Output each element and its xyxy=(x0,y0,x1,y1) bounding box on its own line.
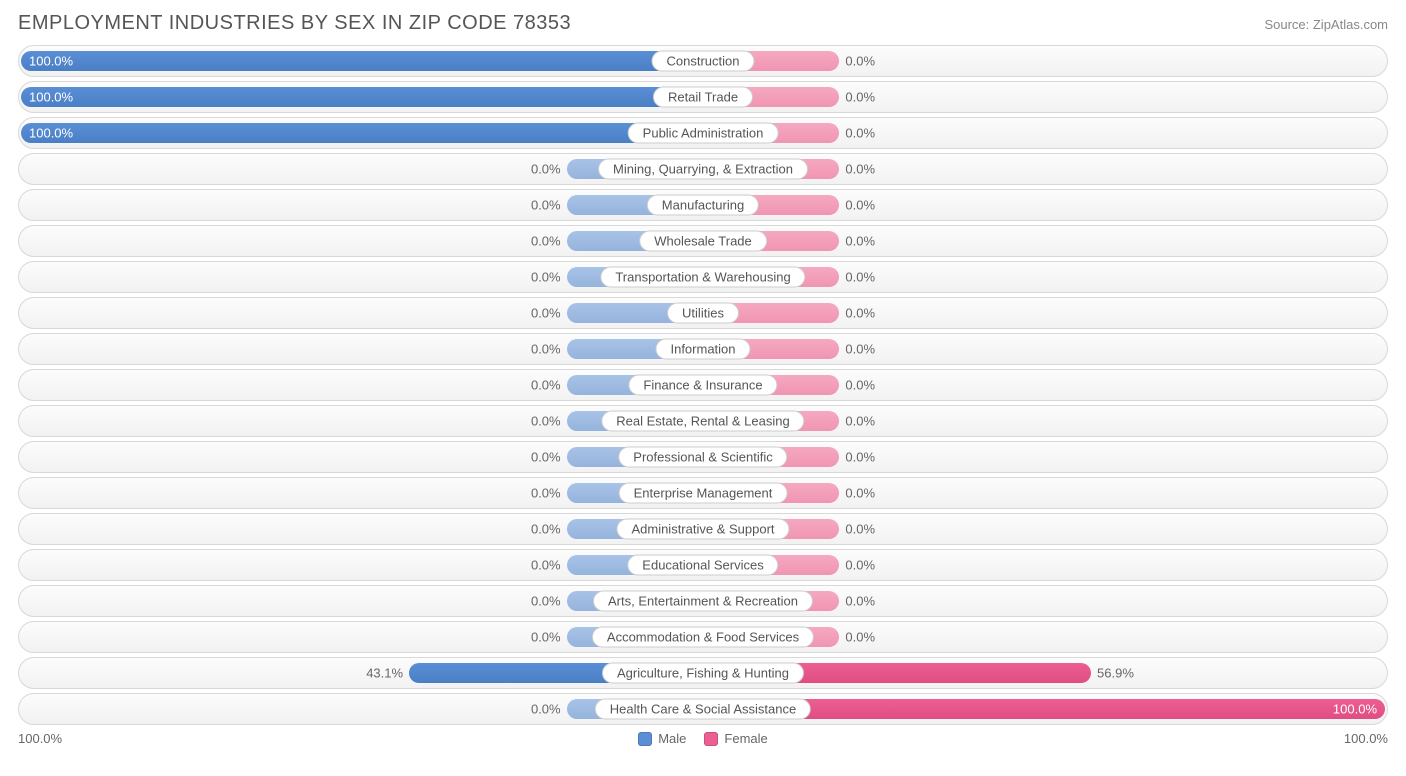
chart-row: 100.0% 0.0% Public Administration xyxy=(18,117,1388,149)
category-label: Arts, Entertainment & Recreation xyxy=(593,591,813,612)
male-value: 0.0% xyxy=(531,342,561,357)
legend-swatch xyxy=(704,732,718,746)
chart-row: 43.1% 56.9% Agriculture, Fishing & Hunting xyxy=(18,657,1388,689)
category-label: Administrative & Support xyxy=(616,519,789,540)
male-bar xyxy=(21,87,703,107)
category-label: Retail Trade xyxy=(653,87,753,108)
chart-row: 0.0% 0.0% Information xyxy=(18,333,1388,365)
chart-row: 0.0% 0.0% Utilities xyxy=(18,297,1388,329)
female-value: 0.0% xyxy=(845,450,875,465)
male-value: 0.0% xyxy=(531,234,561,249)
category-label: Finance & Insurance xyxy=(628,375,777,396)
chart-area: 100.0% 0.0% Construction 100.0% 0.0% Retail T… xyxy=(18,45,1388,725)
female-value: 0.0% xyxy=(845,90,875,105)
female-value: 0.0% xyxy=(845,486,875,501)
female-value: 0.0% xyxy=(845,378,875,393)
chart-row: 100.0% 0.0% Retail Trade xyxy=(18,81,1388,113)
female-value: 0.0% xyxy=(845,54,875,69)
axis-right-label: 100.0% xyxy=(1344,731,1388,746)
chart-title: EMPLOYMENT INDUSTRIES BY SEX IN ZIP CODE… xyxy=(18,12,571,35)
male-bar xyxy=(21,51,703,71)
chart-source: Source: ZipAtlas.com xyxy=(1264,17,1388,32)
chart-row: 0.0% 0.0% Professional & Scientific xyxy=(18,441,1388,473)
chart-row: 0.0% 0.0% Educational Services xyxy=(18,549,1388,581)
male-value: 100.0% xyxy=(29,90,73,105)
male-value: 0.0% xyxy=(531,486,561,501)
legend-label: Male xyxy=(658,731,686,746)
category-label: Information xyxy=(655,339,750,360)
chart-row: 0.0% 0.0% Arts, Entertainment & Recreation xyxy=(18,585,1388,617)
male-value: 0.0% xyxy=(531,270,561,285)
male-value: 0.0% xyxy=(531,162,561,177)
category-label: Educational Services xyxy=(627,555,778,576)
male-value: 0.0% xyxy=(531,198,561,213)
female-value: 0.0% xyxy=(845,558,875,573)
male-value: 0.0% xyxy=(531,594,561,609)
category-label: Health Care & Social Assistance xyxy=(595,699,811,720)
male-value: 0.0% xyxy=(531,522,561,537)
male-value: 0.0% xyxy=(531,558,561,573)
female-value: 0.0% xyxy=(845,594,875,609)
category-label: Real Estate, Rental & Leasing xyxy=(601,411,804,432)
female-value: 0.0% xyxy=(845,234,875,249)
female-value: 0.0% xyxy=(845,126,875,141)
chart-row: 0.0% 0.0% Administrative & Support xyxy=(18,513,1388,545)
female-value: 0.0% xyxy=(845,630,875,645)
legend-item: Female xyxy=(704,731,767,746)
male-value: 100.0% xyxy=(29,54,73,69)
chart-row: 100.0% 0.0% Construction xyxy=(18,45,1388,77)
chart-row: 0.0% 0.0% Accommodation & Food Services xyxy=(18,621,1388,653)
male-value: 0.0% xyxy=(531,630,561,645)
female-value: 56.9% xyxy=(1097,666,1134,681)
chart-row: 0.0% 0.0% Manufacturing xyxy=(18,189,1388,221)
category-label: Agriculture, Fishing & Hunting xyxy=(602,663,804,684)
female-value: 0.0% xyxy=(845,414,875,429)
female-value: 0.0% xyxy=(845,342,875,357)
female-value: 0.0% xyxy=(845,306,875,321)
legend-swatch xyxy=(638,732,652,746)
category-label: Professional & Scientific xyxy=(618,447,787,468)
category-label: Enterprise Management xyxy=(619,483,788,504)
chart-row: 0.0% 100.0% Health Care & Social Assistanc… xyxy=(18,693,1388,725)
chart-row: 0.0% 0.0% Mining, Quarrying, & Extraction xyxy=(18,153,1388,185)
male-value: 0.0% xyxy=(531,378,561,393)
chart-row: 0.0% 0.0% Wholesale Trade xyxy=(18,225,1388,257)
chart-row: 0.0% 0.0% Enterprise Management xyxy=(18,477,1388,509)
female-value: 0.0% xyxy=(845,270,875,285)
male-value: 0.0% xyxy=(531,306,561,321)
legend: Male Female xyxy=(638,731,768,746)
category-label: Transportation & Warehousing xyxy=(600,267,805,288)
chart-footer: 100.0% Male Female 100.0% xyxy=(18,731,1388,746)
legend-item: Male xyxy=(638,731,686,746)
axis-left-label: 100.0% xyxy=(18,731,62,746)
male-value: 100.0% xyxy=(29,126,73,141)
chart-row: 0.0% 0.0% Real Estate, Rental & Leasing xyxy=(18,405,1388,437)
female-value: 100.0% xyxy=(1333,702,1377,717)
male-value: 0.0% xyxy=(531,702,561,717)
female-value: 0.0% xyxy=(845,162,875,177)
male-value: 43.1% xyxy=(366,666,403,681)
male-value: 0.0% xyxy=(531,450,561,465)
category-label: Accommodation & Food Services xyxy=(592,627,814,648)
category-label: Mining, Quarrying, & Extraction xyxy=(598,159,808,180)
legend-label: Female xyxy=(724,731,767,746)
female-value: 0.0% xyxy=(845,522,875,537)
male-bar xyxy=(21,123,703,143)
chart-row: 0.0% 0.0% Transportation & Warehousing xyxy=(18,261,1388,293)
chart-header: EMPLOYMENT INDUSTRIES BY SEX IN ZIP CODE… xyxy=(18,12,1388,35)
category-label: Construction xyxy=(652,51,755,72)
category-label: Wholesale Trade xyxy=(639,231,767,252)
chart-row: 0.0% 0.0% Finance & Insurance xyxy=(18,369,1388,401)
male-value: 0.0% xyxy=(531,414,561,429)
female-value: 0.0% xyxy=(845,198,875,213)
category-label: Utilities xyxy=(667,303,739,324)
category-label: Public Administration xyxy=(628,123,779,144)
category-label: Manufacturing xyxy=(647,195,759,216)
